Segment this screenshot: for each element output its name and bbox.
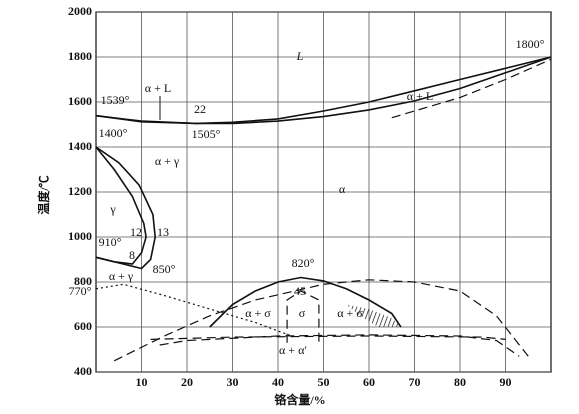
phase-boundary [346, 304, 401, 327]
phase-boundary [95, 146, 157, 270]
region-label: γ [109, 202, 116, 216]
y-tick-label: 1200 [68, 184, 92, 198]
phase-boundary [286, 290, 320, 343]
region-label: 8 [129, 248, 135, 262]
x-axis-title: 铬含量/% [274, 392, 325, 407]
region-label: 1400° [99, 126, 128, 140]
region-label: 1800° [516, 37, 545, 51]
region-label: 1539° [101, 93, 130, 107]
region-label: α + L [145, 81, 171, 95]
region-label: α + σ [245, 306, 271, 320]
phase-boundary [209, 276, 402, 328]
region-label: 850° [153, 262, 176, 276]
region-label: 12 [130, 225, 142, 239]
region-label: 45 [294, 284, 306, 298]
x-tick-label: 50 [318, 375, 330, 389]
region-label: 13 [157, 225, 169, 239]
x-tick-label: 80 [454, 375, 466, 389]
region-label: α + γ [155, 154, 180, 168]
y-tick-label: 2000 [68, 4, 92, 18]
x-tick-label: 90 [500, 375, 512, 389]
x-tick-label: 10 [136, 375, 148, 389]
x-tick-label: 60 [363, 375, 375, 389]
region-label: α + α′ [279, 343, 307, 357]
region-label: 22 [194, 102, 206, 116]
region-label: 820° [292, 256, 315, 270]
region-label: 910° [99, 235, 122, 249]
phase-boundary [150, 335, 506, 340]
x-tick-label: 20 [181, 375, 193, 389]
region-label: L [296, 49, 304, 63]
region-label: α + γ [109, 269, 134, 283]
y-tick-label: 1000 [68, 229, 92, 243]
region-label: 770° [69, 284, 92, 298]
y-axis-title: 温度/℃ [36, 175, 51, 214]
region-label: α + L [407, 89, 433, 103]
x-tick-label: 70 [409, 375, 421, 389]
region-label: α [339, 182, 346, 196]
phase-boundary [391, 58, 552, 119]
y-tick-label: 400 [74, 364, 92, 378]
region-label: σ [299, 306, 306, 320]
phase-boundary [95, 56, 552, 125]
phase-boundary [113, 279, 529, 362]
region-label: 1505° [192, 127, 221, 141]
x-tick-label: 40 [272, 375, 284, 389]
phase-boundary [159, 334, 520, 357]
y-tick-label: 1400 [68, 139, 92, 153]
region-label: α + σ [337, 306, 363, 320]
phase-boundary [95, 283, 292, 337]
y-tick-label: 1800 [68, 49, 92, 63]
y-tick-label: 600 [74, 319, 92, 333]
y-tick-label: 800 [74, 274, 92, 288]
y-tick-label: 1600 [68, 94, 92, 108]
x-tick-label: 30 [227, 375, 239, 389]
